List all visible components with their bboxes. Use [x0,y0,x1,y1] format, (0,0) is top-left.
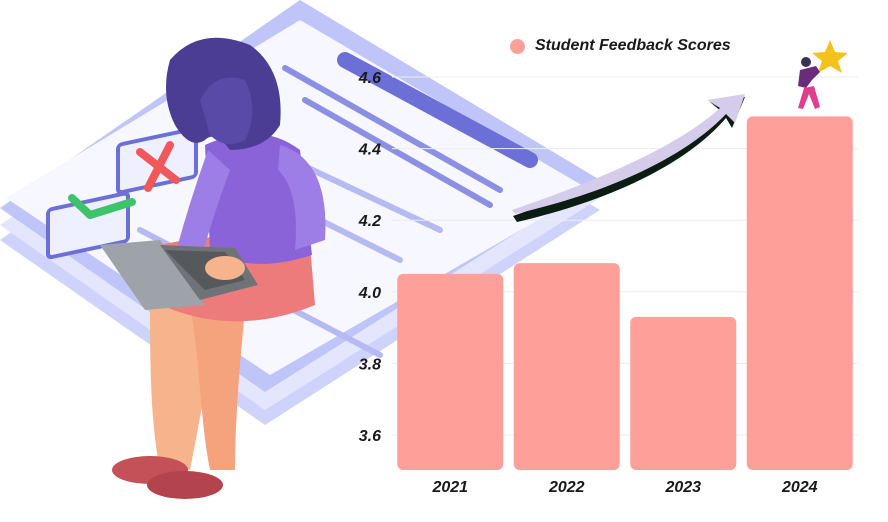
legend-swatch [510,38,525,54]
y-axis-ticks: 3.6 3.8 4.0 4.2 4.4 4.6 [358,70,381,445]
legend: Student Feedback Scores [510,37,731,55]
x-tick-label: 2022 [548,479,585,496]
y-tick-label: 3.6 [359,428,381,445]
x-tick-label: 2021 [431,479,468,496]
y-tick-label: 4.2 [358,213,381,230]
y-tick-label: 3.8 [359,356,381,373]
bar-series [397,116,853,470]
rising-arrow-icon [512,94,745,222]
bar-2022 [513,263,620,470]
x-tick-label: 2024 [781,479,818,496]
x-tick-label: 2023 [664,479,701,496]
woman-with-laptop-icon [100,37,326,499]
x-axis-ticks: 2021 2022 2023 2024 [431,479,817,496]
person-holding-star-icon [798,40,848,109]
bar-2023 [630,316,737,470]
y-tick-label: 4.6 [358,70,381,87]
bar-2021 [397,273,504,470]
cross-mark-icon [116,127,198,195]
y-tick-label: 4.0 [358,285,381,302]
bar-2024 [746,116,853,470]
legend-label: Student Feedback Scores [535,37,731,54]
check-mark-icon [46,191,136,260]
y-tick-label: 4.4 [358,142,381,159]
